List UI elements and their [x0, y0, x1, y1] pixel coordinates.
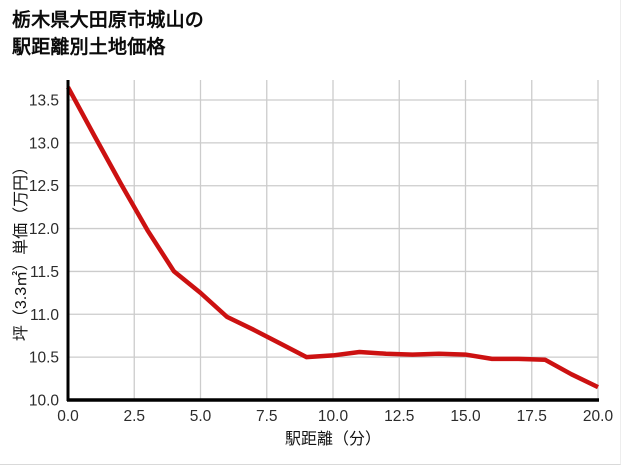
y-tick-label: 11.5: [30, 264, 59, 281]
x-tick-label: 2.5: [123, 408, 145, 425]
x-tick-label: 12.5: [384, 408, 414, 425]
tick-label-layer: 10.0 10.5 11.0 11.5 12.0 12.5 13.0 13.5 0.0 2.5 5.…: [29, 93, 614, 426]
y-tick-label: 10.5: [29, 350, 59, 367]
y-tick-label: 12.0: [29, 221, 60, 238]
x-tick-label: 7.5: [256, 408, 278, 425]
x-axis-title: 駅距離（分）: [285, 430, 381, 448]
x-tick-label: 5.0: [190, 408, 212, 425]
x-tick-label: 17.5: [517, 408, 547, 425]
y-tick-label: 13.0: [29, 135, 60, 152]
x-tick-label: 15.0: [450, 408, 481, 425]
data-line-坪単価: [66, 86, 599, 390]
data-series-layer: [66, 86, 599, 390]
x-tick-label: 20.0: [583, 408, 614, 425]
y-tick-label: 13.5: [29, 93, 59, 110]
axis-title-layer: 駅距離（分） 坪（3.3㎡）単価（万円）: [12, 159, 381, 448]
axis-layer: [66, 80, 599, 402]
y-axis-title: 坪（3.3㎡）単価（万円）: [12, 159, 30, 341]
grid-lines: [68, 80, 599, 401]
page-title: 栃木県大田原市城山の 駅距離別土地価格: [12, 10, 205, 58]
y-tick-label: 12.5: [29, 178, 59, 195]
x-tick-label: 0.0: [57, 408, 79, 425]
x-tick-label: 10.0: [318, 408, 349, 425]
y-tick-label: 10.0: [29, 393, 60, 410]
y-tick-label: 11.0: [30, 307, 59, 324]
